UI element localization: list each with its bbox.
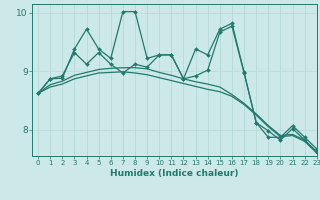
X-axis label: Humidex (Indice chaleur): Humidex (Indice chaleur) [110,169,239,178]
